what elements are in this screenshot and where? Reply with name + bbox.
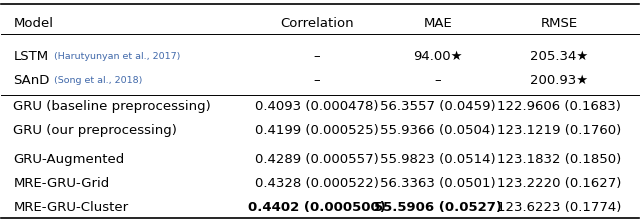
- Text: 0.4093 (0.000478): 0.4093 (0.000478): [255, 100, 378, 113]
- Text: Model: Model: [13, 17, 54, 30]
- Text: 94.00★: 94.00★: [413, 50, 463, 63]
- Text: SAnD: SAnD: [13, 74, 50, 87]
- Text: MRE-GRU-Grid: MRE-GRU-Grid: [13, 177, 109, 190]
- Text: 122.9606 (0.1683): 122.9606 (0.1683): [497, 100, 621, 113]
- Text: –: –: [314, 74, 320, 87]
- Text: 55.9366 (0.0504): 55.9366 (0.0504): [380, 124, 496, 137]
- Text: 0.4328 (0.000522): 0.4328 (0.000522): [255, 177, 379, 190]
- Text: 123.1832 (0.1850): 123.1832 (0.1850): [497, 153, 621, 166]
- Text: 200.93★: 200.93★: [531, 74, 588, 87]
- Text: 0.4289 (0.000557): 0.4289 (0.000557): [255, 153, 379, 166]
- Text: (Harutyunyan et al., 2017): (Harutyunyan et al., 2017): [51, 52, 180, 61]
- Text: Correlation: Correlation: [280, 17, 353, 30]
- Text: 55.9823 (0.0514): 55.9823 (0.0514): [380, 153, 496, 166]
- Text: –: –: [435, 74, 442, 87]
- Text: 56.3363 (0.0501): 56.3363 (0.0501): [380, 177, 496, 190]
- Text: 0.4402 (0.000500): 0.4402 (0.000500): [248, 201, 386, 214]
- Text: 123.6223 (0.1774): 123.6223 (0.1774): [497, 201, 621, 214]
- Text: 0.4199 (0.000525): 0.4199 (0.000525): [255, 124, 379, 137]
- Text: 55.5906 (0.0527): 55.5906 (0.0527): [374, 201, 502, 214]
- Text: RMSE: RMSE: [541, 17, 578, 30]
- Text: 123.2220 (0.1627): 123.2220 (0.1627): [497, 177, 621, 190]
- Text: 205.34★: 205.34★: [530, 50, 588, 63]
- Text: 123.1219 (0.1760): 123.1219 (0.1760): [497, 124, 621, 137]
- Text: GRU (our preprocessing): GRU (our preprocessing): [13, 124, 177, 137]
- Text: GRU-Augmented: GRU-Augmented: [13, 153, 125, 166]
- Text: (Song et al., 2018): (Song et al., 2018): [51, 76, 143, 85]
- Text: 56.3557 (0.0459): 56.3557 (0.0459): [380, 100, 496, 113]
- Text: GRU (baseline preprocessing): GRU (baseline preprocessing): [13, 100, 211, 113]
- Text: LSTM: LSTM: [13, 50, 49, 63]
- Text: –: –: [314, 50, 320, 63]
- Text: MRE-GRU-Cluster: MRE-GRU-Cluster: [13, 201, 129, 214]
- Text: MAE: MAE: [424, 17, 452, 30]
